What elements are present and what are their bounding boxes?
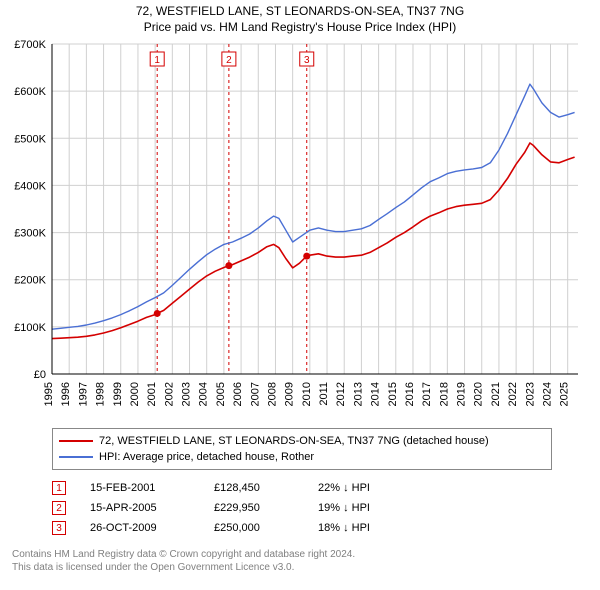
y-tick-label: £200K [14, 275, 46, 287]
x-tick-label: 2018 [438, 382, 450, 406]
x-tick-label: 2012 [335, 382, 347, 406]
x-tick-label: 1998 [95, 382, 107, 406]
legend-swatch [59, 456, 93, 458]
y-tick-label: £0 [34, 369, 46, 381]
chart-area: £0 £100K £200K £300K £400K £500K £600K £700K 199… [0, 34, 600, 422]
x-tick-label: 2007 [249, 382, 261, 406]
sale-row: 2 15-APR-2005 £229,950 19% ↓ HPI [52, 498, 552, 518]
title-address: 72, WESTFIELD LANE, ST LEONARDS-ON-SEA, … [0, 4, 600, 18]
x-tick-label: 1996 [60, 382, 72, 406]
sale-marker-label: 3 [304, 55, 310, 66]
x-tick-label: 2011 [318, 382, 330, 406]
x-tick-label: 1997 [77, 382, 89, 406]
legend-item: HPI: Average price, detached house, Roth… [59, 449, 545, 465]
x-tick-label: 2019 [456, 382, 468, 406]
sale-date: 15-APR-2005 [90, 502, 190, 514]
attribution-line2: This data is licensed under the Open Gov… [12, 561, 600, 574]
sale-marker-icon: 2 [52, 501, 66, 515]
y-tick-label: £300K [14, 228, 46, 240]
sale-date: 15-FEB-2001 [90, 482, 190, 494]
x-tick-label: 1999 [112, 382, 124, 406]
sale-row: 3 26-OCT-2009 £250,000 18% ↓ HPI [52, 518, 552, 538]
sale-events: 1 15-FEB-2001 £128,450 22% ↓ HPI 2 15-APR-200… [52, 478, 552, 538]
sale-price: £229,950 [214, 502, 294, 514]
sale-price: £128,450 [214, 482, 294, 494]
x-tick-label: 2002 [163, 382, 175, 406]
attribution-line1: Contains HM Land Registry data © Crown c… [12, 548, 600, 561]
x-tick-label: 2010 [301, 382, 313, 406]
x-tick-label: 2003 [181, 382, 193, 406]
sale-diff: 22% ↓ HPI [318, 482, 408, 494]
y-tick-label: £700K [14, 39, 46, 51]
x-tick-label: 2020 [473, 382, 485, 406]
sale-row: 1 15-FEB-2001 £128,450 22% ↓ HPI [52, 478, 552, 498]
x-tick-label: 2004 [198, 382, 210, 406]
x-tick-label: 2016 [404, 382, 416, 406]
x-tick-label: 2024 [541, 382, 553, 406]
x-tick-label: 2017 [421, 382, 433, 406]
chart-titles: 72, WESTFIELD LANE, ST LEONARDS-ON-SEA, … [0, 0, 600, 34]
x-tick-label: 2015 [387, 382, 399, 406]
y-tick-label: £400K [14, 180, 46, 192]
sale-diff: 18% ↓ HPI [318, 522, 408, 534]
x-tick-label: 1995 [43, 382, 55, 406]
x-tick-label: 2022 [507, 382, 519, 406]
legend-swatch [59, 440, 93, 442]
x-tick-label: 2023 [524, 382, 536, 406]
x-tick-label: 2001 [146, 382, 158, 406]
x-tick-label: 2005 [215, 382, 227, 406]
y-tick-label: £600K [14, 86, 46, 98]
x-tick-label: 2021 [490, 382, 502, 406]
x-tick-label: 2006 [232, 382, 244, 406]
sale-marker-label: 2 [226, 55, 232, 66]
legend-item: 72, WESTFIELD LANE, ST LEONARDS-ON-SEA, … [59, 433, 545, 449]
legend-label: HPI: Average price, detached house, Roth… [99, 451, 314, 463]
sale-date: 26-OCT-2009 [90, 522, 190, 534]
x-tick-label: 2025 [559, 382, 571, 406]
sale-price: £250,000 [214, 522, 294, 534]
y-tick-label: £100K [14, 322, 46, 334]
legend-label: 72, WESTFIELD LANE, ST LEONARDS-ON-SEA, … [99, 435, 489, 447]
y-tick-label: £500K [14, 133, 46, 145]
x-tick-label: 2008 [266, 382, 278, 406]
x-tick-label: 2009 [284, 382, 296, 406]
sale-marker-icon: 3 [52, 521, 66, 535]
sale-marker-icon: 1 [52, 481, 66, 495]
title-subtitle: Price paid vs. HM Land Registry's House … [0, 20, 600, 34]
sale-diff: 19% ↓ HPI [318, 502, 408, 514]
line-chart-svg: £0 £100K £200K £300K £400K £500K £600K £700K 199… [0, 34, 600, 422]
attribution: Contains HM Land Registry data © Crown c… [12, 548, 600, 574]
x-tick-label: 2013 [352, 382, 364, 406]
legend: 72, WESTFIELD LANE, ST LEONARDS-ON-SEA, … [52, 428, 552, 470]
x-tick-label: 2014 [370, 382, 382, 406]
x-tick-label: 2000 [129, 382, 141, 406]
sale-marker-label: 1 [154, 55, 160, 66]
